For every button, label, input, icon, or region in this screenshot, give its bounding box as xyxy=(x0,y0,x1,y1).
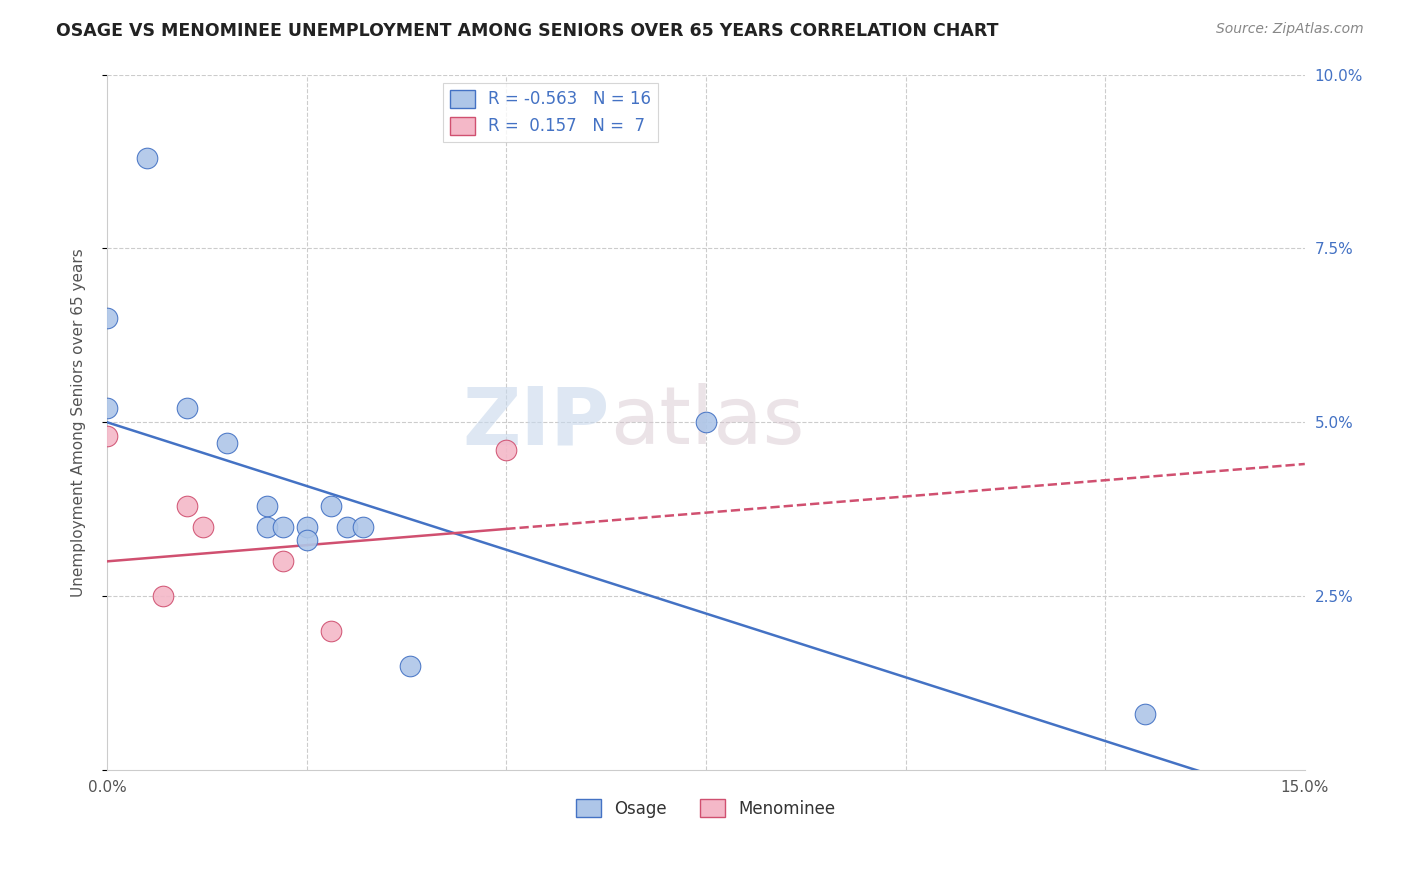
Y-axis label: Unemployment Among Seniors over 65 years: Unemployment Among Seniors over 65 years xyxy=(72,248,86,597)
Text: atlas: atlas xyxy=(610,384,804,461)
Point xyxy=(96,401,118,416)
Point xyxy=(215,436,238,450)
Point xyxy=(336,519,359,533)
Point xyxy=(176,499,198,513)
Text: OSAGE VS MENOMINEE UNEMPLOYMENT AMONG SENIORS OVER 65 YEARS CORRELATION CHART: OSAGE VS MENOMINEE UNEMPLOYMENT AMONG SE… xyxy=(56,22,998,40)
Point xyxy=(96,429,118,443)
Point xyxy=(399,658,422,673)
Point xyxy=(271,554,294,568)
Point xyxy=(191,519,214,533)
Point xyxy=(319,499,342,513)
Point xyxy=(1133,707,1156,722)
Point xyxy=(495,443,517,458)
Point xyxy=(176,401,198,416)
Point xyxy=(352,519,374,533)
Point xyxy=(295,533,318,548)
Point xyxy=(319,624,342,638)
Point xyxy=(271,519,294,533)
Point xyxy=(256,519,278,533)
Text: ZIP: ZIP xyxy=(463,384,610,461)
Point xyxy=(136,151,159,165)
Point xyxy=(96,310,118,325)
Point xyxy=(256,499,278,513)
Point xyxy=(152,589,174,603)
Point xyxy=(695,415,717,429)
Text: Source: ZipAtlas.com: Source: ZipAtlas.com xyxy=(1216,22,1364,37)
Point xyxy=(295,519,318,533)
Legend: Osage, Menominee: Osage, Menominee xyxy=(569,792,842,824)
